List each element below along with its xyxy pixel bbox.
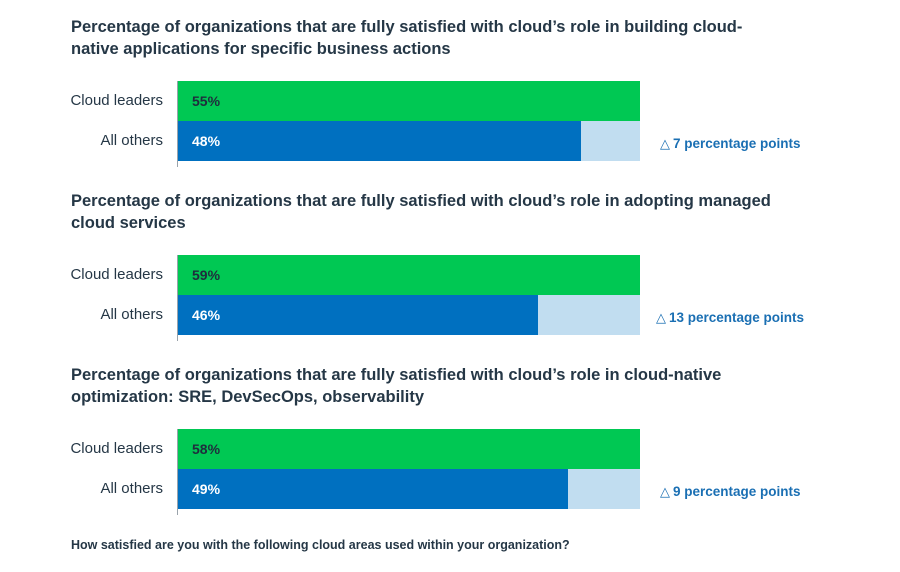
bar-value-label-all-others: 46% bbox=[192, 307, 221, 323]
bar-value-label-all-others: 49% bbox=[192, 481, 221, 497]
row-label-cloud-leaders: Cloud leaders bbox=[70, 440, 163, 457]
bar-value-label-cloud-leaders: 59% bbox=[192, 267, 221, 283]
bar-all-others bbox=[178, 121, 581, 161]
row-label-cloud-leaders: Cloud leaders bbox=[70, 266, 163, 283]
axis-line bbox=[177, 81, 178, 167]
delta-label: 13 percentage points bbox=[669, 310, 805, 325]
bar-cloud-leaders bbox=[178, 429, 640, 469]
bar-all-others bbox=[178, 469, 568, 509]
row-label-all-others: All others bbox=[100, 132, 163, 149]
delta-triangle-icon: △ bbox=[660, 136, 670, 151]
row-label-all-others: All others bbox=[100, 306, 163, 323]
bar-all-others bbox=[178, 295, 538, 335]
axis-line bbox=[177, 255, 178, 341]
bar-value-label-all-others: 48% bbox=[192, 133, 221, 149]
chart-title: Percentage of organizations that are ful… bbox=[71, 366, 722, 406]
row-label-all-others: All others bbox=[100, 480, 163, 497]
bar-value-label-cloud-leaders: 58% bbox=[192, 441, 221, 457]
survey-question-footnote: How satisfied are you with the following… bbox=[71, 538, 570, 552]
chart-title: Percentage of organizations that are ful… bbox=[71, 18, 743, 58]
row-label-cloud-leaders: Cloud leaders bbox=[70, 92, 163, 109]
axis-line bbox=[177, 429, 178, 515]
delta-triangle-icon: △ bbox=[656, 310, 666, 325]
delta-annotation: △ 9 percentage points bbox=[660, 472, 840, 512]
delta-annotation: △ 7 percentage points bbox=[660, 124, 840, 164]
delta-triangle-icon: △ bbox=[660, 484, 670, 499]
bar-cloud-leaders bbox=[178, 255, 640, 295]
bar-cloud-leaders bbox=[178, 81, 640, 121]
delta-annotation: △ 13 percentage points bbox=[656, 298, 836, 338]
bar-value-label-cloud-leaders: 55% bbox=[192, 93, 221, 109]
delta-label: 7 percentage points bbox=[673, 136, 801, 151]
chart-title: Percentage of organizations that are ful… bbox=[71, 192, 771, 232]
delta-label: 9 percentage points bbox=[673, 484, 801, 499]
